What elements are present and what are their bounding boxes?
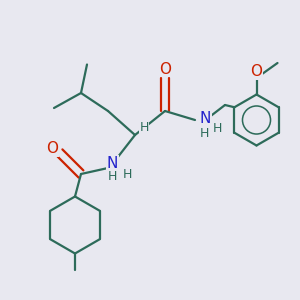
Text: H: H (139, 121, 149, 134)
Text: N: N (107, 156, 118, 171)
Text: H: H (200, 127, 209, 140)
Text: H: H (213, 122, 222, 136)
Text: H: H (108, 170, 117, 183)
Text: O: O (159, 61, 171, 76)
Text: N: N (200, 111, 211, 126)
Text: H: H (123, 167, 132, 181)
Text: O: O (250, 64, 262, 79)
Text: O: O (46, 141, 58, 156)
